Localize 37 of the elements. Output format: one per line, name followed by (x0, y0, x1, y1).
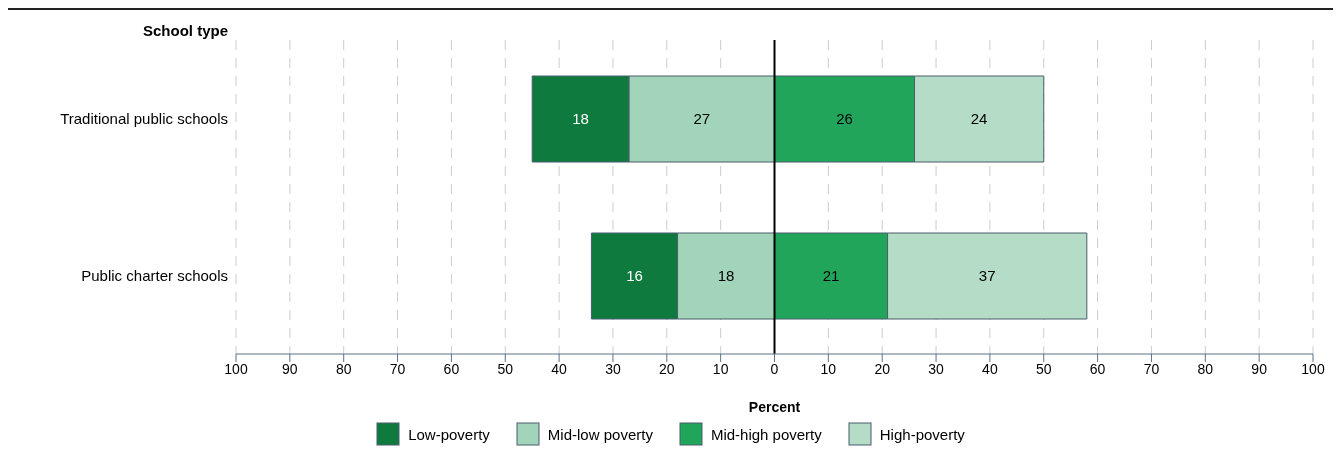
x-tick-label: 70 (389, 360, 406, 377)
x-tick-label: 20 (659, 360, 675, 377)
x-tick-label: 40 (982, 360, 998, 377)
x-tick-label: 90 (1251, 360, 1268, 377)
x-tick-label: 80 (1197, 360, 1214, 377)
legend-label: High-poverty (879, 425, 965, 443)
data-label: 16 (626, 267, 643, 284)
y-tick-label: Public charter schools (81, 266, 228, 284)
x-axis-title: Percent (748, 399, 801, 415)
y-tick-label: Traditional public schools (60, 109, 228, 127)
legend-label: Low-poverty (408, 425, 490, 443)
x-tick-label: 30 (928, 360, 945, 377)
x-tick-label: 60 (443, 360, 460, 377)
legend-label: Mid-low poverty (547, 425, 653, 443)
data-label: 18 (717, 267, 735, 284)
data-label: 26 (836, 110, 853, 127)
x-tick-label: 40 (551, 360, 568, 377)
x-tick-label: 100 (1301, 360, 1325, 377)
x-tick-label: 30 (605, 360, 621, 377)
x-tick-label: 60 (1089, 360, 1106, 377)
x-tick-label: 0 (770, 360, 779, 377)
x-tick-label: 50 (497, 360, 514, 377)
x-tick-label: 10 (820, 360, 837, 377)
x-tick-label: 10 (712, 360, 729, 377)
x-tick-label: 50 (1035, 360, 1052, 377)
data-label: 27 (693, 110, 711, 127)
data-label: 21 (822, 267, 840, 284)
y-axis-title: School type (142, 22, 228, 39)
data-label: 24 (970, 110, 988, 127)
x-tick-label: 70 (1143, 360, 1160, 377)
x-tick-label: 100 (224, 360, 248, 377)
legend-label: Mid-high poverty (710, 425, 822, 443)
x-tick-label: 80 (335, 360, 352, 377)
data-label: 18 (572, 110, 589, 127)
data-label: 37 (978, 267, 996, 284)
x-tick-label: 20 (874, 360, 891, 377)
x-tick-label: 90 (282, 360, 298, 377)
